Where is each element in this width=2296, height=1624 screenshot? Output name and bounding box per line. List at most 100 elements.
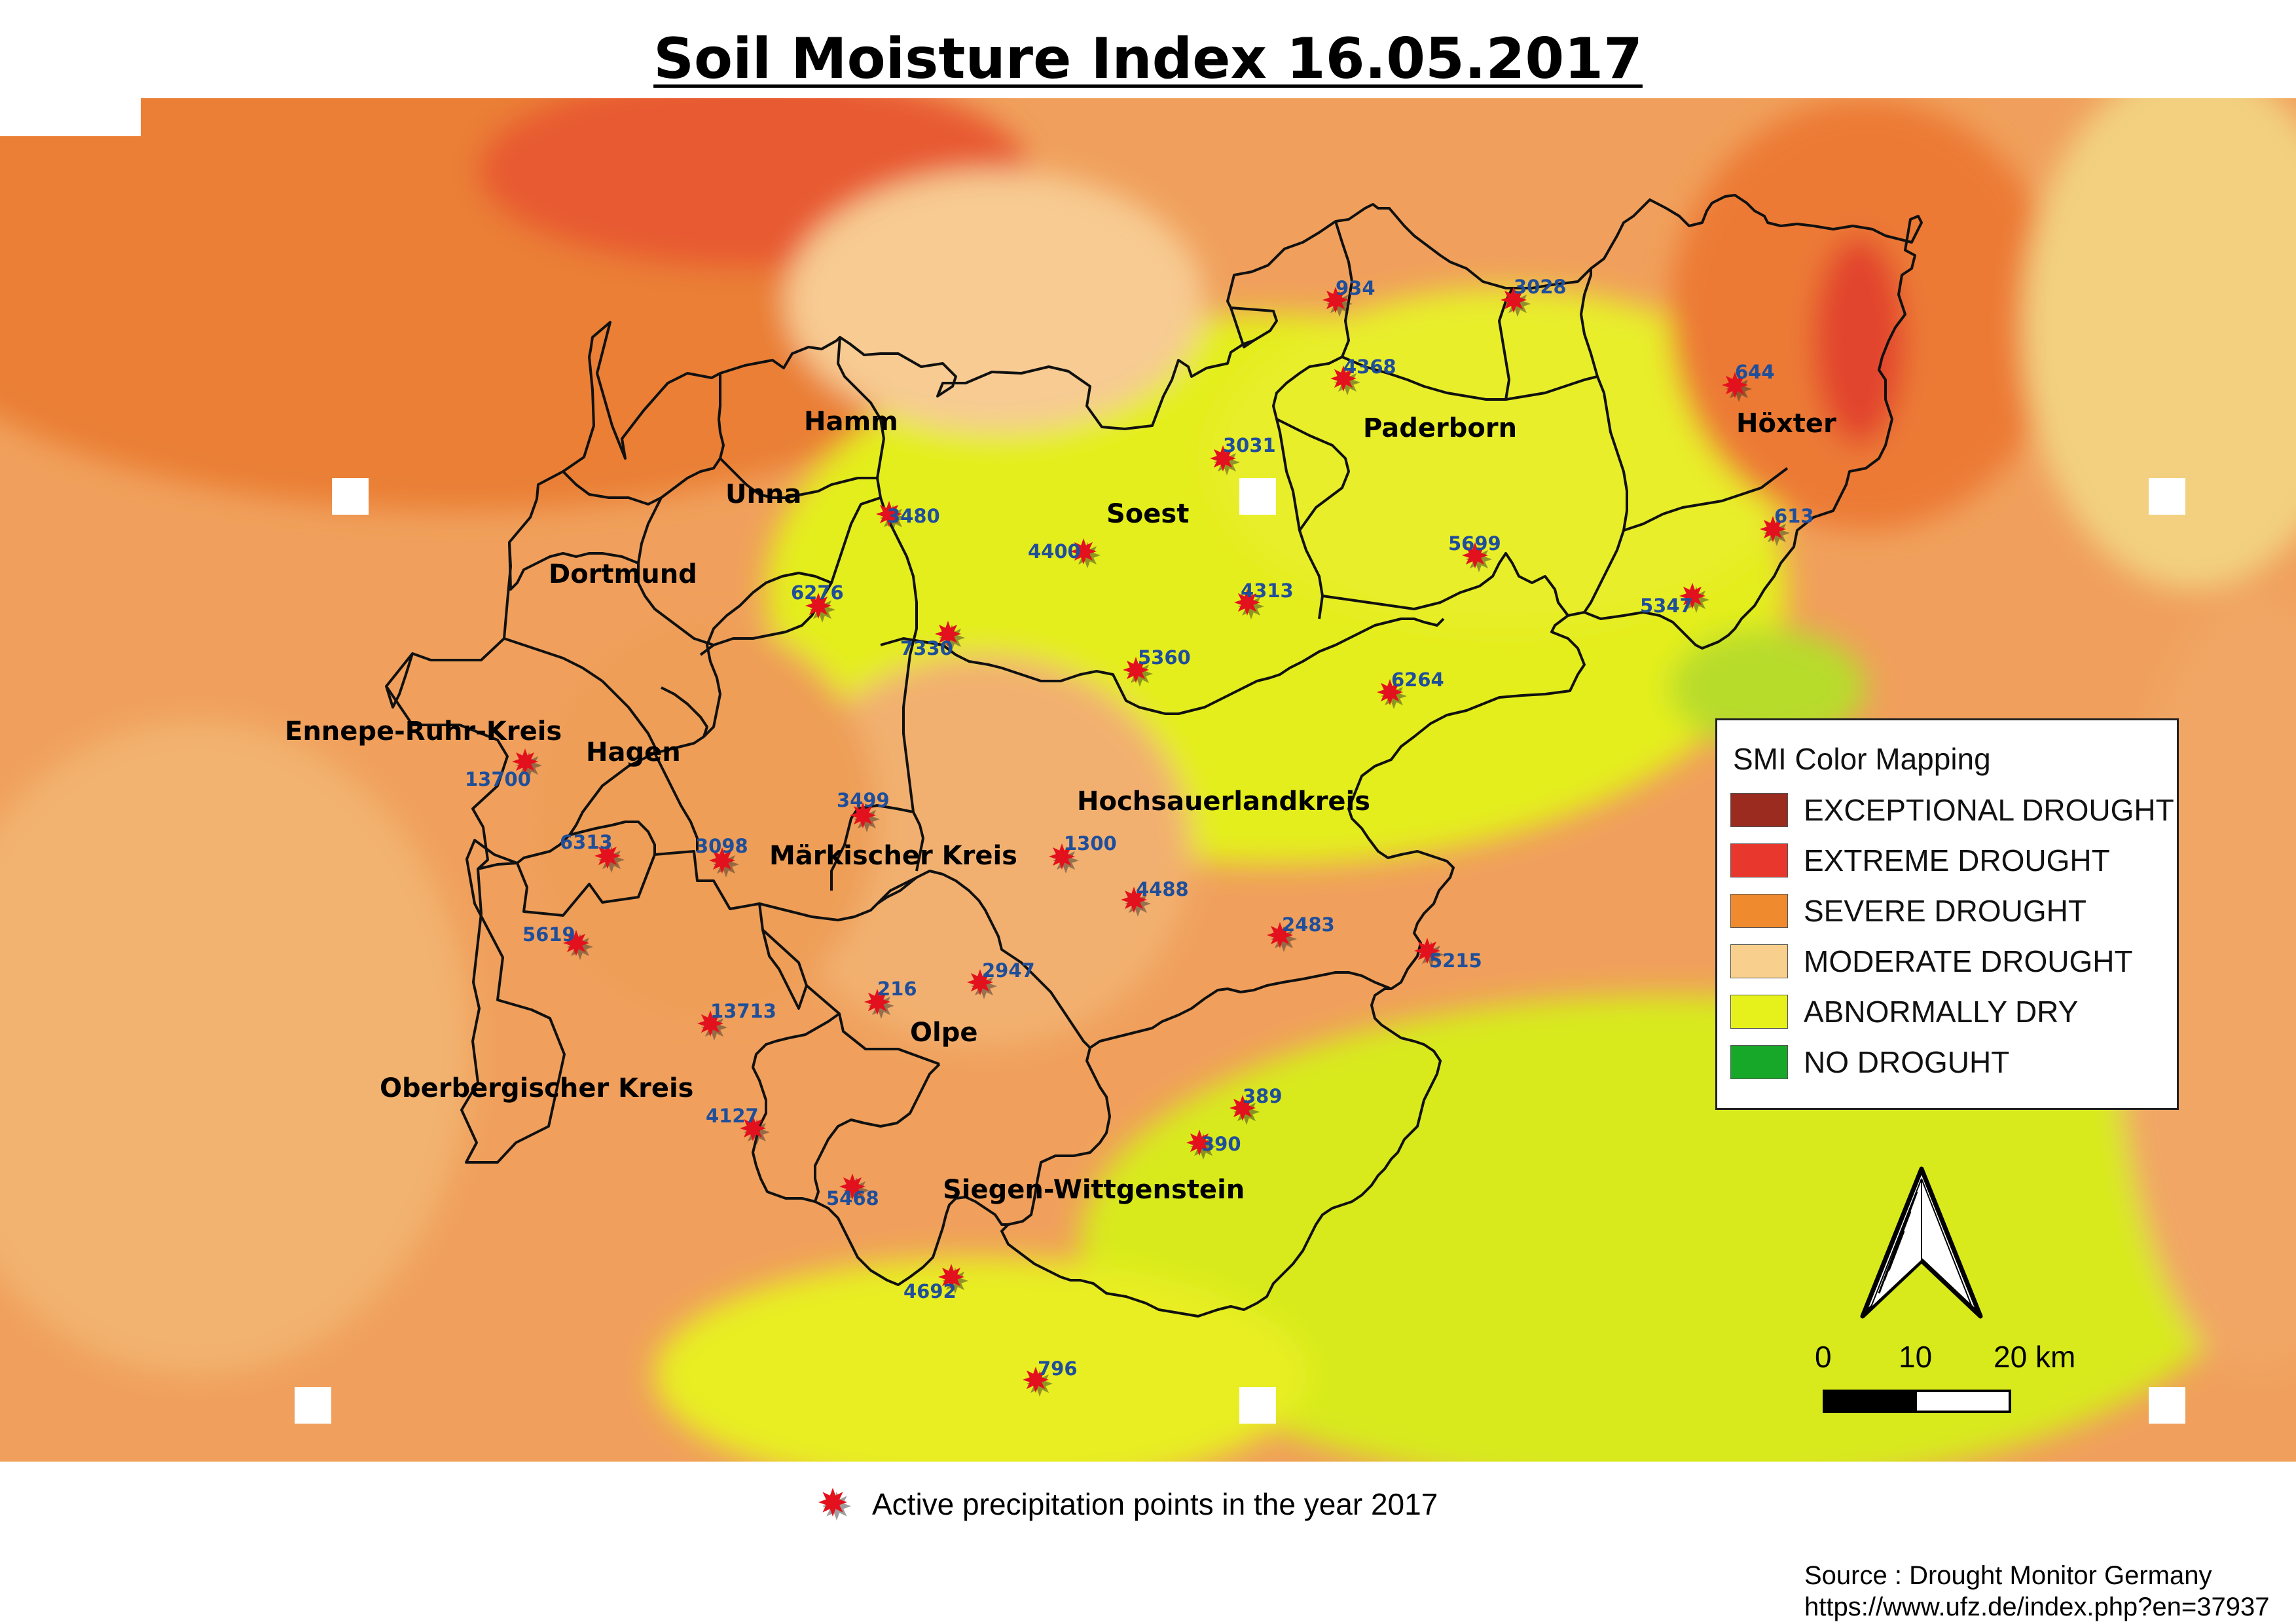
legend-label: SEVERE DROUGHT bbox=[1804, 893, 2086, 928]
region-labels: Hamm Unna Dortmund Soest Paderborn Höxte… bbox=[285, 407, 1836, 1205]
station-label: 5347 bbox=[1640, 595, 1693, 617]
red-star-icon bbox=[1377, 679, 1403, 705]
legend-label: EXTREME DROUGHT bbox=[1804, 843, 2110, 877]
station-label: 390 bbox=[1201, 1133, 1241, 1155]
region-label-hamm: Hamm bbox=[804, 407, 898, 437]
red-star-icon bbox=[1679, 583, 1705, 609]
scale-label-0: 0 bbox=[1815, 1340, 1832, 1374]
smi-legend: SMI Color Mapping EXCEPTIONAL DROUGHT EX… bbox=[1715, 718, 2179, 1110]
red-star-icon bbox=[1023, 1367, 1049, 1393]
scale-labels: 0 10 20 km bbox=[1807, 1339, 2095, 1378]
red-star-icon bbox=[1760, 516, 1786, 542]
station-label: 5699 bbox=[1448, 532, 1501, 555]
red-star-icon bbox=[876, 501, 902, 527]
legend-label: MODERATE DROUGHT bbox=[1804, 944, 2133, 978]
station-label: 5619 bbox=[522, 923, 575, 946]
region-label-hagen: Hagen bbox=[586, 737, 681, 767]
station-label: 796 bbox=[1038, 1357, 1078, 1380]
legend-title: SMI Color Mapping bbox=[1733, 742, 1991, 776]
legend-item-severe-drought: SEVERE DROUGHT bbox=[1730, 885, 2177, 936]
station-label: 7330 bbox=[900, 637, 953, 659]
red-star-icon bbox=[839, 1173, 866, 1200]
legend-swatch bbox=[1730, 792, 1788, 827]
red-star-icon bbox=[740, 1115, 766, 1141]
region-label-unna: Unna bbox=[725, 479, 801, 509]
legend-swatch bbox=[1730, 944, 1788, 978]
scale-bar-segment bbox=[1917, 1392, 2009, 1411]
red-star-icon bbox=[938, 1264, 964, 1290]
legend-item-moderate-drought: MODERATE DROUGHT bbox=[1730, 936, 2177, 986]
red-star-icon bbox=[1234, 589, 1260, 616]
station-label: 4488 bbox=[1136, 878, 1189, 900]
station-label: 4368 bbox=[1343, 356, 1396, 378]
station-label: 6313 bbox=[560, 831, 613, 853]
station-label: 5468 bbox=[826, 1187, 879, 1209]
red-star-icon bbox=[563, 930, 589, 956]
region-label-paderborn: Paderborn bbox=[1363, 413, 1517, 443]
map-title: Soil Moisture Index 16.05.2017 bbox=[653, 26, 1643, 92]
region-label-hoexter: Höxter bbox=[1736, 409, 1836, 439]
legend-item-abnormally-dry: ABNORMALLY DRY bbox=[1730, 986, 2177, 1037]
region-label-dortmund: Dortmund bbox=[549, 559, 697, 589]
legend-item-extreme-drought: EXTREME DROUGHT bbox=[1730, 835, 2177, 885]
red-star-icon bbox=[864, 989, 890, 1015]
station-label: 3031 bbox=[1223, 434, 1276, 456]
point-legend-label: Active precipitation points in the year … bbox=[872, 1487, 1438, 1521]
red-star-icon bbox=[1210, 445, 1236, 471]
source-line-2: https://www.ufz.de/index.php?en=37937 bbox=[1804, 1593, 2270, 1621]
station-label: 216 bbox=[877, 978, 917, 1000]
red-star-icon bbox=[935, 621, 961, 647]
red-star-icon bbox=[1121, 887, 1147, 913]
legend-item-no-drought: NO DROGUHT bbox=[1730, 1037, 2177, 1087]
red-star-icon bbox=[1322, 287, 1349, 313]
station-label: 2947 bbox=[982, 959, 1035, 982]
station-label: 13713 bbox=[710, 1000, 776, 1022]
station-label: 13700 bbox=[465, 768, 531, 790]
red-star-icon bbox=[818, 1488, 847, 1517]
station-label: 4313 bbox=[1241, 580, 1294, 602]
station-label: 5360 bbox=[1138, 646, 1191, 669]
station-labels: 934 3028 4368 644 3031 3480 4400 613 569… bbox=[465, 276, 1814, 1380]
station-label: 4127 bbox=[706, 1105, 759, 1127]
red-star-icon bbox=[1330, 365, 1357, 392]
red-star-icon bbox=[512, 748, 538, 775]
station-label: 2483 bbox=[1282, 913, 1335, 936]
scale-label-10: 10 bbox=[1899, 1340, 1933, 1374]
district-boundaries bbox=[385, 194, 1923, 1318]
point-legend: Active precipitation points in the year … bbox=[812, 1481, 1438, 1527]
station-label: 644 bbox=[1735, 361, 1775, 383]
station-label: 4400 bbox=[1028, 540, 1081, 563]
red-star-icon bbox=[967, 969, 993, 995]
red-star-icon bbox=[1462, 542, 1488, 568]
red-star-icon bbox=[805, 593, 831, 619]
red-star-icon bbox=[1722, 372, 1748, 398]
scale-bar-segment bbox=[1825, 1392, 1917, 1411]
region-label-soest: Soest bbox=[1106, 499, 1189, 529]
red-star-icon bbox=[850, 802, 876, 828]
region-label-siegen-wittgenstein: Siegen-Wittgenstein bbox=[943, 1175, 1245, 1205]
station-label: 6264 bbox=[1391, 669, 1444, 691]
north-arrow-icon bbox=[1860, 1166, 1983, 1319]
red-star-icon bbox=[709, 847, 735, 874]
red-star-icon bbox=[1267, 922, 1293, 948]
region-label-ennepe-ruhr-kreis: Ennepe-Ruhr-Kreis bbox=[285, 716, 562, 747]
precipitation-points bbox=[512, 287, 1790, 1397]
station-label: 3098 bbox=[695, 835, 748, 857]
red-star-icon bbox=[1414, 938, 1440, 964]
red-star-icon bbox=[1230, 1095, 1256, 1121]
smi-raster bbox=[0, 98, 2296, 1462]
scale-label-20-km: 20 km bbox=[1994, 1340, 2076, 1374]
scale-bar bbox=[1823, 1390, 2011, 1413]
station-label: 1300 bbox=[1064, 832, 1117, 855]
legend-label: EXCEPTIONAL DROUGHT bbox=[1804, 792, 2174, 827]
source-note: Source : Drought Monitor Germany https:/… bbox=[1804, 1560, 2270, 1623]
legend-label: ABNORMALLY DRY bbox=[1804, 994, 2079, 1029]
legend-swatch bbox=[1730, 843, 1788, 877]
legend-label: NO DROGUHT bbox=[1804, 1044, 2010, 1079]
legend-swatch bbox=[1730, 1044, 1788, 1079]
red-star-icon bbox=[594, 843, 621, 869]
region-label-hochsauerlandkreis: Hochsauerlandkreis bbox=[1077, 786, 1370, 817]
station-label: 4692 bbox=[903, 1280, 957, 1302]
